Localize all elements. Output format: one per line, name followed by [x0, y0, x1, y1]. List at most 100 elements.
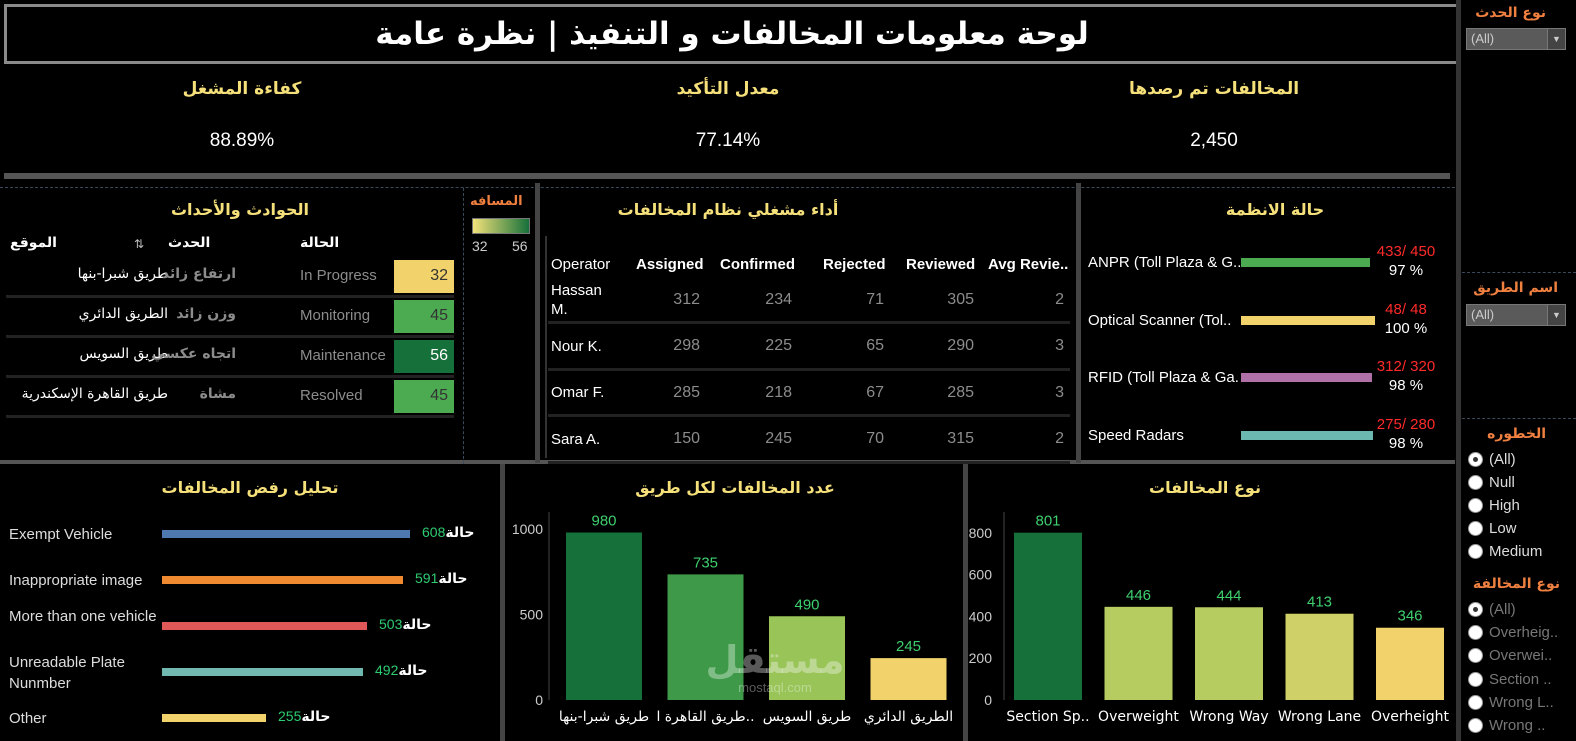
operator-name: Nour K. [551, 337, 602, 355]
filter-radio-option[interactable]: Null [1468, 474, 1515, 491]
operator-assigned: 298 [673, 337, 700, 354]
systems-title: حالة الانظمة [1225, 200, 1325, 219]
x-category-label: طريق شبرا-بنها [559, 709, 649, 725]
operator-confirmed: 245 [765, 430, 792, 447]
filter-road-name-dropdown[interactable]: (All) ▼ [1466, 304, 1566, 326]
filter-radio-option[interactable]: Wrong .. [1468, 717, 1545, 734]
incident-distance-cell: 56 [394, 340, 454, 373]
radio-button[interactable] [1468, 648, 1483, 664]
rejection-unit: حالة [445, 525, 475, 541]
type-chart: 800 600 400 200 0 801 Section Sp.. 446 Overweigh… [969, 512, 1450, 725]
incident-distance-cell: 45 [394, 300, 454, 333]
watermark-text: mostaql.com [738, 680, 812, 695]
distance-legend-min: 32 [472, 238, 488, 254]
bar[interactable] [870, 658, 947, 700]
radio-button[interactable] [1468, 625, 1483, 641]
operator-confirmed: 234 [765, 290, 792, 308]
operator-rejected: 70 [866, 430, 884, 447]
x-category-label: Wrong Lane [1278, 709, 1361, 725]
y-tick-label: 1000 [512, 521, 543, 537]
operator-avg: 2 [1055, 290, 1064, 308]
bar[interactable] [1014, 532, 1082, 700]
bar[interactable] [566, 532, 642, 700]
op-header-operator: Operator [551, 256, 611, 273]
bar[interactable] [1104, 606, 1173, 700]
x-category-label: Section Sp.. [1006, 709, 1089, 725]
filter-radio-option[interactable]: Section .. [1468, 671, 1552, 688]
road-chart-title: عدد المخالفات لكل طريق [635, 478, 835, 497]
filter-radio-option[interactable]: (All) [1468, 601, 1516, 618]
filter-radio-option[interactable]: Overwei.. [1468, 647, 1552, 664]
radio-button[interactable] [1468, 544, 1483, 559]
filter-radio-option[interactable]: (All) [1468, 451, 1516, 468]
operator-reviewed: 290 [947, 337, 974, 354]
operator-avg: 3 [1055, 337, 1064, 354]
rejection-value: 591حالة [415, 570, 467, 587]
incident-event: اتجاه عكسي [151, 346, 236, 362]
radio-button[interactable] [1468, 452, 1483, 467]
y-tick-label: 200 [969, 650, 993, 666]
bar[interactable] [1285, 613, 1354, 700]
divider [463, 188, 464, 464]
system-status-bar [1241, 430, 1373, 440]
operator-confirmed: 225 [765, 337, 792, 354]
filter-radio-option[interactable]: Overheig.. [1468, 624, 1558, 641]
bar[interactable] [667, 574, 744, 700]
system-ratio: 275/ 280 [1376, 415, 1436, 433]
chevron-down-icon[interactable]: ▼ [1547, 305, 1565, 325]
rejection-reason-label: Unreadable Plate Nunmber [9, 654, 125, 692]
operator-assigned: 312 [673, 290, 700, 308]
sort-icon[interactable]: ⇅ [134, 237, 145, 251]
bar[interactable] [1376, 627, 1444, 700]
radio-label: (All) [1489, 451, 1516, 468]
incidents-header-status: الحالة [300, 235, 340, 251]
radio-button[interactable] [1468, 475, 1483, 490]
radio-button[interactable] [1468, 602, 1483, 617]
rejection-title: تحليل رفض المخالفات [161, 478, 339, 497]
filter-radio-option[interactable]: Wrong L.. [1468, 694, 1554, 711]
rejection-count: 255 [278, 708, 302, 724]
op-header-rejected: Rejected [823, 256, 886, 273]
kpi-divider [4, 173, 1450, 179]
radio-button[interactable] [1468, 498, 1483, 513]
radio-button[interactable] [1468, 521, 1483, 536]
distance-legend-max: 56 [512, 238, 528, 254]
filter-radio-option[interactable]: High [1468, 497, 1520, 514]
system-ratio: 48/ 48 [1385, 300, 1427, 318]
bar[interactable] [1195, 607, 1263, 700]
panel-divider [1076, 183, 1081, 463]
bar-value-label: 490 [794, 596, 819, 613]
filter-event-type-dropdown[interactable]: (All) ▼ [1466, 28, 1566, 50]
y-tick-label: 0 [984, 692, 992, 708]
radio-label: Wrong L.. [1489, 693, 1554, 711]
rejection-value: 492حالة [375, 662, 427, 679]
filter-radio-option[interactable]: Low [1468, 520, 1517, 537]
chevron-down-icon[interactable]: ▼ [1547, 29, 1565, 49]
panel-divider [535, 183, 540, 463]
watermark-logo-icon: مستقل [705, 638, 845, 682]
operator-row: Sara A. 150 245 70 315 2 [548, 418, 1070, 464]
incident-status: Monitoring [300, 307, 371, 324]
divider [1462, 272, 1576, 273]
divider [0, 187, 1455, 188]
kpi-detected-value: 2,450 [1190, 130, 1238, 151]
system-percent: 98 % [1388, 377, 1424, 394]
radio-button[interactable] [1468, 694, 1483, 710]
row-divider [6, 375, 454, 378]
incident-event: ارتفاع زائد [161, 266, 236, 282]
operator-assigned: 150 [673, 430, 700, 447]
rejection-unit: حالة [398, 663, 428, 679]
incidents-header-event: الحدث [168, 235, 211, 251]
incident-status: In Progress [300, 267, 377, 284]
bar-value-label: 245 [896, 638, 921, 655]
filter-violation-type-label: نوع المخالفة [1472, 576, 1560, 592]
rejection-value: 503حالة [379, 616, 431, 633]
bar-value-label: 801 [1035, 513, 1060, 530]
radio-button[interactable] [1468, 718, 1483, 733]
radio-button[interactable] [1468, 671, 1483, 687]
system-percent: 97 % [1388, 262, 1424, 279]
bar[interactable] [769, 616, 845, 700]
rejection-reason-label: Exempt Vehicle [9, 526, 113, 543]
filter-radio-option[interactable]: Medium [1468, 543, 1542, 560]
kpi-confirm-rate-title: معدل التأكيد [676, 79, 780, 99]
